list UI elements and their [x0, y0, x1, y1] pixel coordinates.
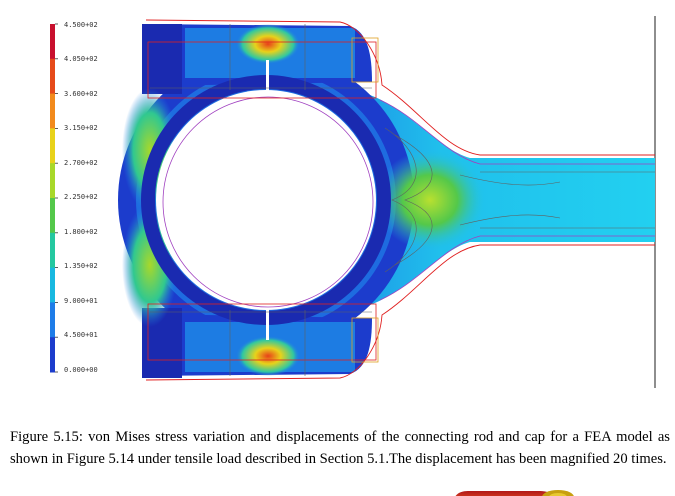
figure-caption: Figure 5.15: von Mises stress variation … [10, 429, 670, 467]
fea-contour-plot [118, 19, 655, 381]
undeformed-bore-outline [162, 96, 374, 308]
color-scale-bar [50, 23, 58, 373]
next-figure-image [448, 486, 578, 496]
rod-shaft [370, 95, 655, 305]
undeformed-shaft-outline [379, 99, 655, 301]
scale-label: 4.500+01 [64, 331, 98, 339]
scale-label: 1.350+02 [64, 262, 98, 270]
scale-label: 2.250+02 [64, 193, 98, 201]
scale-label: 0.000+00 [64, 366, 98, 374]
scale-segment [50, 267, 55, 303]
scale-segment [50, 163, 55, 199]
scale-segment [50, 232, 55, 269]
stress-hotspot-top [236, 24, 300, 64]
scale-segment [50, 302, 55, 338]
scale-label: 4.500+02 [64, 21, 98, 29]
mesh-lines [150, 24, 655, 376]
stress-region-rib [375, 150, 485, 250]
bolt-boss-top-left [142, 24, 182, 94]
scale-label: 4.050+02 [64, 55, 98, 63]
scale-label: 3.600+02 [64, 90, 98, 98]
split-gap-top [266, 60, 269, 102]
scale-label: 2.700+02 [64, 159, 98, 167]
scale-segment [50, 24, 55, 60]
scale-segment [50, 58, 55, 95]
deformed-cap-outline-bottom [147, 303, 377, 361]
color-scale-labels: 4.500+02 4.050+02 3.600+02 3.150+02 2.70… [64, 21, 98, 374]
crank-bore [156, 90, 376, 310]
stress-hotspot-bottom [236, 336, 300, 376]
scale-label: 9.000+01 [64, 297, 98, 305]
scale-segment [50, 337, 55, 373]
scale-label: 1.800+02 [64, 228, 98, 236]
fea-figure: 4.500+02 4.050+02 3.600+02 3.150+02 2.70… [50, 16, 656, 388]
scale-segment [50, 128, 55, 164]
scale-segment [50, 198, 55, 234]
deformed-outline [145, 19, 655, 381]
deformed-cap-outline-top [147, 41, 377, 99]
scale-label: 3.150+02 [64, 124, 98, 132]
boss-outline-top [351, 37, 379, 83]
split-gap-bottom [266, 298, 269, 340]
scale-segment [50, 93, 55, 129]
boss-outline-bottom [351, 317, 379, 363]
